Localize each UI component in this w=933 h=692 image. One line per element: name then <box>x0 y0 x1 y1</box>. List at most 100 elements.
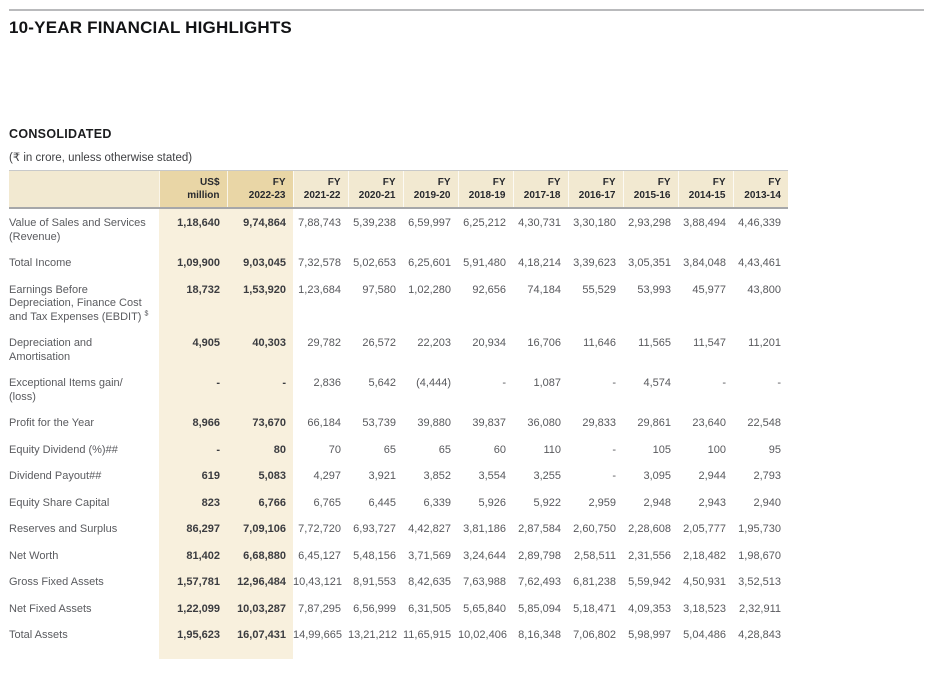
column-header: FY 2022-23 <box>226 170 293 209</box>
value-cell: 3,88,494 <box>683 217 726 229</box>
column-header-line1: FY <box>712 177 726 188</box>
value-cell: 16,07,431 <box>227 623 293 659</box>
row-label: Earnings Before Depreciation, Finance Co… <box>9 278 159 332</box>
value-cell: 16,706 <box>527 337 561 349</box>
value-cell: 1,22,099 <box>159 596 227 623</box>
value-cell: 9,74,864 <box>227 208 293 251</box>
value-cell: 3,39,623 <box>573 257 616 269</box>
column-header-line1: FY <box>547 177 561 188</box>
value-cell: 8,42,635 <box>408 576 451 588</box>
value-cell: 45,977 <box>692 283 726 296</box>
value-cell: 2,60,750 <box>573 523 616 535</box>
value-cell: 7,88,743 <box>298 217 341 229</box>
value-cell: 2,93,298 <box>628 217 671 229</box>
table-row: Net Worth 81,402 6,68,880 6,45,127 5,48,156 3… <box>9 543 788 571</box>
value-cell: 4,46,339 <box>738 217 781 229</box>
row-label: Net Worth <box>9 544 159 571</box>
value-cell: 12,96,484 <box>227 570 293 597</box>
table-row: Total Assets 1,95,623 16,07,431 14,99,665 13… <box>9 623 788 659</box>
value-cell: 3,52,513 <box>738 576 781 588</box>
value-cell: - <box>612 470 616 482</box>
value-cell: 6,25,601 <box>408 257 451 269</box>
row-label: Reserves and Surplus <box>9 517 159 544</box>
value-cell: (4,444) <box>416 377 451 389</box>
row-label-text: Depreciation and Amortisation <box>9 337 93 363</box>
value-cell: 6,765 <box>313 496 341 509</box>
row-label-text: Total Income <box>9 257 72 269</box>
value-cell: 6,25,212 <box>463 217 506 229</box>
value-cell: - <box>159 371 227 411</box>
value-cell: 40,303 <box>227 331 293 371</box>
value-cell: 7,06,802 <box>573 629 616 641</box>
value-cell: 73,670 <box>227 411 293 438</box>
row-label: Depreciation and Amortisation <box>9 331 159 371</box>
value-cell: 5,02,653 <box>353 257 396 269</box>
value-cell: 5,922 <box>533 496 561 509</box>
table-row: Equity Dividend (%)## -80 70 65 65 60 110-105 1… <box>9 437 788 464</box>
column-header-line1: FY <box>382 177 396 188</box>
value-cell: 3,554 <box>478 470 506 482</box>
value-cell: 2,89,798 <box>518 549 561 562</box>
column-header: FY 2016-17 <box>567 170 623 209</box>
value-cell: 4,905 <box>159 331 227 371</box>
value-cell: 1,087 <box>533 377 561 389</box>
column-header: FY 2014-15 <box>677 170 733 209</box>
value-cell: 6,56,999 <box>353 602 396 615</box>
table-row: Exceptional Items gain/ (loss) - -2,836 5,6… <box>9 371 788 411</box>
value-cell: 10,43,121 <box>293 576 342 588</box>
value-cell: 9,03,045 <box>227 251 293 278</box>
column-header: FY 2017-18 <box>512 170 568 209</box>
value-cell: 3,921 <box>368 470 396 482</box>
column-header-line1: FY <box>437 177 451 188</box>
value-cell: 7,09,106 <box>227 517 293 544</box>
value-cell: 5,642 <box>368 377 396 389</box>
value-cell: 18,732 <box>159 277 227 331</box>
column-header: FY 2015-16 <box>622 170 678 209</box>
value-cell: 1,53,920 <box>227 277 293 331</box>
value-cell: 6,445 <box>368 496 396 509</box>
value-cell: 2,944 <box>698 470 726 482</box>
value-cell: 3,30,180 <box>573 217 616 229</box>
table-row: Equity Share Capital 823 6,766 6,765 6,445 6,… <box>9 490 788 517</box>
table-row: Total Income 1,09,900 9,03,045 7,32,578 5,02… <box>9 251 788 278</box>
value-cell: 5,04,486 <box>683 629 726 641</box>
value-cell: 22,548 <box>747 417 781 429</box>
value-cell: 7,32,578 <box>298 257 341 269</box>
financial-highlights-table: US$ million FY 2022-23 FY 2021-22 FY 2020-21 FY 2… <box>9 170 788 659</box>
value-cell: - <box>722 377 726 389</box>
value-cell: 95 <box>768 443 781 456</box>
value-cell: - <box>612 377 616 389</box>
value-cell: 6,68,880 <box>227 543 293 570</box>
value-cell: 5,48,156 <box>353 549 396 562</box>
value-cell: 3,81,186 <box>463 523 506 535</box>
value-cell: 29,833 <box>582 417 616 429</box>
column-header-line2: 2017-18 <box>523 190 561 201</box>
value-cell: - <box>159 437 227 464</box>
row-label-text: Gross Fixed Assets <box>9 576 104 588</box>
value-cell: 8,16,348 <box>518 629 561 641</box>
column-header-line2: 2021-22 <box>303 190 341 201</box>
value-cell: 2,05,777 <box>683 523 726 535</box>
section-heading: CONSOLIDATED <box>9 127 112 141</box>
value-cell: 2,18,482 <box>683 549 726 562</box>
table-row: Value of Sales and Services (Revenue) 1,1… <box>9 208 788 251</box>
value-cell: 11,547 <box>693 337 726 349</box>
table-row: Reserves and Surplus 86,297 7,09,106 7,72,7… <box>9 517 788 544</box>
value-cell: 8,966 <box>159 411 227 438</box>
column-header-line1: FY <box>272 177 286 188</box>
value-cell: 6,31,505 <box>408 602 451 615</box>
value-cell: 8,91,553 <box>353 576 396 588</box>
value-cell: 26,572 <box>362 337 396 349</box>
value-cell: 7,62,493 <box>518 576 561 588</box>
value-cell: 86,297 <box>159 517 227 544</box>
value-cell: 2,87,584 <box>518 523 561 535</box>
row-label: Value of Sales and Services (Revenue) <box>9 208 159 251</box>
value-cell: 60 <box>493 443 506 456</box>
table-row: Depreciation and Amortisation 4,905 40,303… <box>9 331 788 371</box>
column-header-line2: 2018-19 <box>468 190 506 201</box>
top-divider <box>9 9 924 11</box>
column-header-line1: FY <box>327 177 341 188</box>
value-cell: 4,50,931 <box>683 576 726 588</box>
value-cell: 4,28,843 <box>738 629 781 641</box>
row-label-text: Dividend Payout## <box>9 470 102 482</box>
